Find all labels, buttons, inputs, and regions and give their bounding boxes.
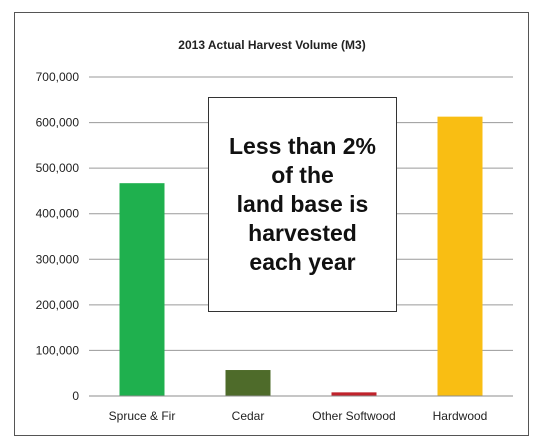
y-tick-label: 500,000 <box>36 161 80 175</box>
x-tick-label: Other Softwood <box>312 409 395 423</box>
chart-title: 2013 Actual Harvest Volume (M3) <box>178 38 365 52</box>
callout-text: Less than 2% of the land base is harvest… <box>229 133 376 275</box>
x-tick-label: Spruce & Fir <box>109 409 176 423</box>
callout-box: Less than 2% of the land base is harvest… <box>208 97 397 312</box>
bar <box>119 183 165 396</box>
y-tick-label: 400,000 <box>36 207 80 221</box>
bar <box>437 116 483 396</box>
x-axis-labels: Spruce & Fir Cedar Other Softwood Hardwood <box>109 409 488 423</box>
y-tick-label: 700,000 <box>36 70 80 84</box>
y-tick-label: 0 <box>72 389 79 403</box>
y-axis-ticks: 0 100,000 200,000 300,000 400,000 500,000 600,… <box>36 70 80 403</box>
y-tick-label: 600,000 <box>36 116 80 130</box>
bar <box>331 392 377 396</box>
x-tick-label: Cedar <box>232 409 265 423</box>
bar <box>225 370 271 396</box>
bars <box>119 116 483 396</box>
y-tick-label: 200,000 <box>36 298 80 312</box>
y-tick-label: 300,000 <box>36 252 80 266</box>
x-tick-label: Hardwood <box>433 409 488 423</box>
y-tick-label: 100,000 <box>36 343 80 357</box>
